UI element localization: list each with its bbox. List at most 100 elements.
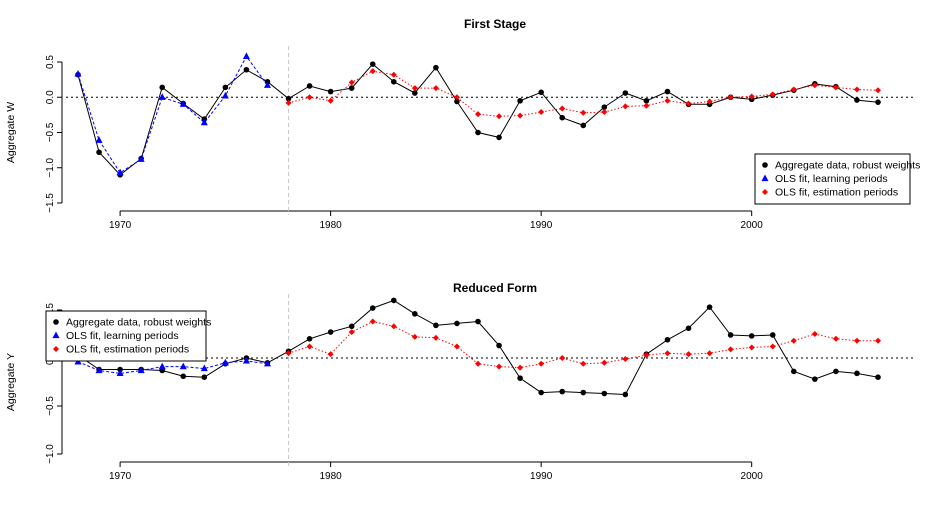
data-point [812, 376, 818, 382]
data-point [179, 100, 187, 107]
data-point [221, 91, 229, 99]
data-point [475, 318, 481, 325]
data-point [454, 98, 460, 105]
data-point [432, 334, 439, 341]
legend-marker [52, 331, 60, 339]
x-tick-label: 1980 [320, 220, 343, 231]
data-point [180, 373, 187, 380]
data-point [769, 343, 776, 350]
data-point [748, 93, 755, 100]
data-point [643, 352, 650, 359]
series-line [288, 70, 879, 117]
data-point [327, 97, 334, 104]
data-point [95, 366, 103, 374]
y-tick-label: 0.5 [45, 55, 56, 69]
data-point [622, 90, 629, 96]
data-point [95, 136, 103, 143]
y-tick-label: −0.5 [45, 396, 56, 416]
data-point [306, 83, 313, 89]
data-point [327, 351, 334, 358]
data-point [158, 362, 166, 370]
x-tick-label: 2000 [741, 471, 764, 482]
data-point [601, 104, 608, 110]
data-point [664, 336, 671, 343]
data-point [390, 297, 397, 304]
data-point [538, 360, 545, 367]
data-point [685, 351, 692, 358]
data-point [496, 342, 502, 349]
data-point [875, 337, 881, 344]
legend-box [754, 153, 911, 205]
data-point [748, 333, 755, 339]
legend-label: OLS fit, estimation periods [66, 344, 189, 356]
data-point [390, 71, 397, 78]
data-point [433, 322, 439, 329]
data-point [285, 350, 292, 357]
data-point [221, 358, 229, 366]
data-point [559, 105, 566, 112]
legend-marker [53, 319, 59, 325]
data-point [390, 78, 397, 85]
data-point [263, 359, 271, 367]
data-point [854, 370, 860, 377]
data-point [475, 111, 481, 118]
data-point [811, 331, 818, 337]
data-point [327, 329, 334, 335]
data-point [706, 304, 713, 310]
series-line [288, 320, 878, 369]
data-point [622, 103, 629, 110]
data-point [412, 311, 418, 317]
legend-marker [762, 162, 768, 168]
data-point [327, 88, 334, 95]
data-point [538, 89, 544, 96]
chart-panel-1: First Stage Aggregate W −1.5 −1.0 −0.5 0.0 0.5… [5, 17, 920, 231]
data-point [643, 102, 650, 109]
y-tick-label: 0.0 [45, 90, 56, 104]
data-point [116, 168, 124, 176]
data-point [643, 97, 650, 104]
data-point [348, 323, 355, 330]
data-point [453, 343, 460, 350]
data-point [306, 94, 313, 101]
data-point [727, 346, 734, 353]
y-axis-label: Aggregate Y [5, 353, 17, 411]
x-tick-label: 1990 [530, 220, 553, 231]
data-point [790, 86, 797, 93]
data-point [875, 87, 881, 94]
data-point [242, 52, 250, 59]
data-point [664, 88, 671, 95]
data-point [538, 109, 545, 116]
data-point [811, 82, 818, 89]
data-point [769, 332, 776, 338]
y-tick-label: −1.5 [45, 193, 56, 213]
legend-marker [53, 346, 59, 352]
data-point [285, 99, 292, 106]
data-point [601, 390, 608, 397]
legend-label: OLS fit, learning periods [66, 330, 179, 342]
data-point [369, 68, 376, 75]
data-point [369, 61, 376, 67]
data-point [432, 85, 439, 92]
x-tick-label: 1970 [109, 471, 132, 482]
data-point [727, 332, 734, 338]
data-point [348, 79, 355, 86]
y-tick-label: −0.5 [45, 122, 56, 142]
data-point [664, 97, 671, 104]
data-point [285, 95, 292, 102]
data-point [580, 109, 587, 116]
data-point [727, 94, 734, 101]
data-point [580, 360, 587, 367]
data-point [369, 318, 376, 325]
y-axis-label: Aggregate W [5, 102, 17, 163]
data-point [832, 335, 839, 342]
data-point [201, 374, 208, 381]
data-point [348, 329, 355, 336]
x-tick-label: 1970 [109, 220, 132, 231]
data-point [158, 93, 166, 100]
data-point [306, 336, 313, 342]
x-tick-label: 1990 [530, 471, 553, 482]
legend-label: Aggregate data, robust weights [775, 160, 920, 172]
data-point [559, 114, 566, 121]
legend-label: OLS fit, estimation periods [775, 187, 898, 199]
y-tick-label: −1.0 [45, 157, 56, 177]
